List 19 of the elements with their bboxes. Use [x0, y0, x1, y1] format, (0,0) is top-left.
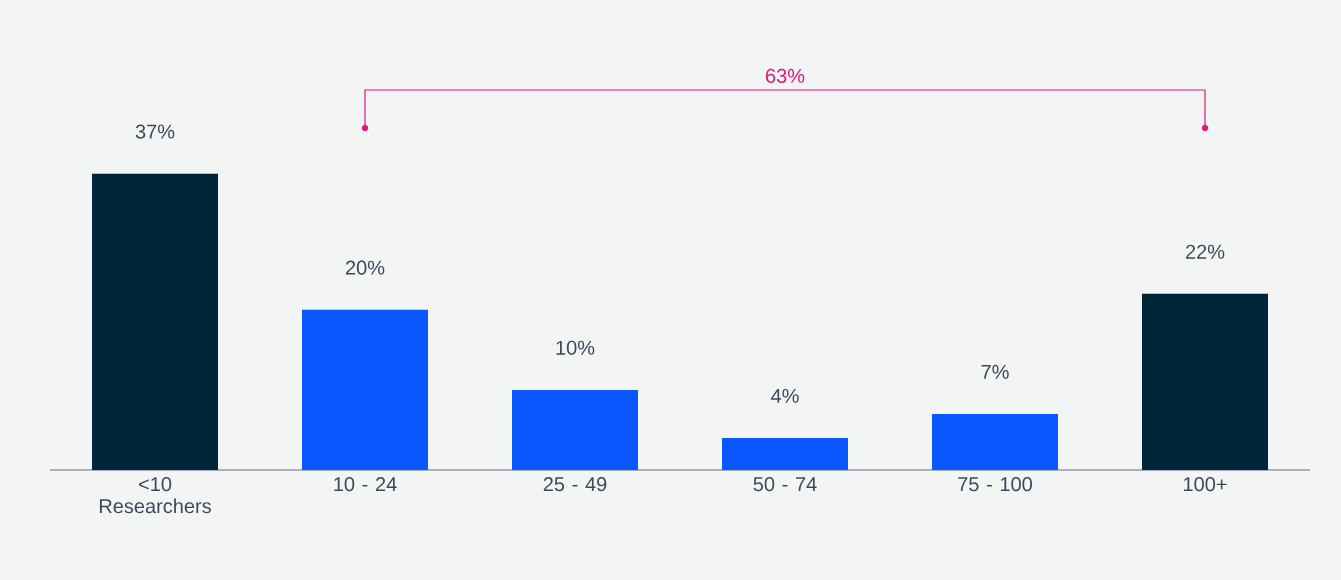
- x-tick-label: 50 - 74: [753, 477, 817, 492]
- bar: [1141, 293, 1268, 470]
- x-tick-label: 75 - 100: [958, 477, 1032, 492]
- data-label: 4%: [771, 388, 799, 403]
- x-tick-label: 100+: [1184, 477, 1227, 492]
- bar: [92, 173, 218, 470]
- text: 63%: [765, 68, 805, 83]
- data-label: 37%: [135, 124, 175, 139]
- data-label: 7%: [981, 364, 1009, 379]
- bar: [722, 437, 848, 470]
- x-tick-label: 10 - 24: [334, 477, 397, 492]
- x-tick-label: <10 Researchers: [99, 477, 211, 514]
- data-label: 22%: [1185, 244, 1225, 259]
- data-label: 10%: [556, 340, 595, 355]
- x-tick-label: 25 - 49: [543, 477, 607, 492]
- bar: [302, 309, 428, 470]
- bar: [932, 413, 1058, 470]
- bar: [512, 389, 638, 470]
- data-label: 20%: [345, 260, 385, 275]
